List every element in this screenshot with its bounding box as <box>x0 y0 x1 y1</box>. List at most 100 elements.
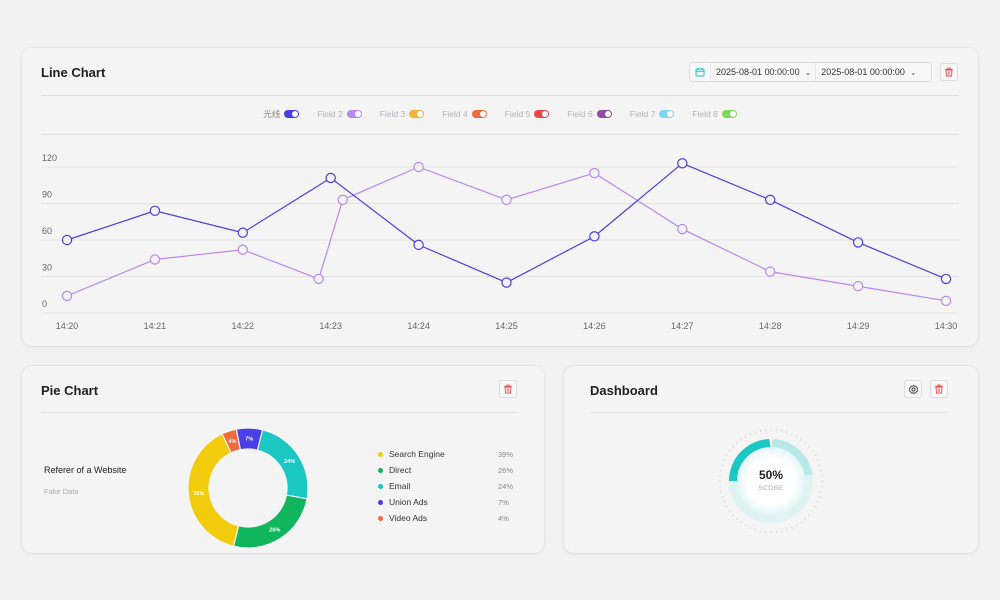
legend-toggle-4[interactable]: Field 4 <box>442 108 487 120</box>
toggle-switch[interactable] <box>409 110 425 118</box>
gauge-tick <box>795 524 798 527</box>
legend-name: Search Engine <box>389 449 445 459</box>
gauge-tick <box>818 464 822 466</box>
pie-slice-direct[interactable] <box>232 494 308 549</box>
pie-slice-email[interactable] <box>256 429 309 500</box>
pie-legend-item[interactable]: Search Engine 39% <box>378 446 518 462</box>
line-legend-divider <box>41 134 959 135</box>
legend-dot <box>378 451 383 457</box>
gauge-tick <box>728 510 731 513</box>
pie-legend-item[interactable]: Union Ads 7% <box>378 494 518 510</box>
legend-label: Field 7 <box>629 109 656 119</box>
gauge-tick <box>749 526 752 530</box>
gauge-tick <box>816 459 820 462</box>
gauge-tick <box>725 505 728 508</box>
legend-label: 光线 <box>263 109 281 119</box>
calendar-icon[interactable] <box>690 63 711 81</box>
toggle-switch[interactable] <box>534 110 550 118</box>
gauge-tick <box>790 432 793 436</box>
legend-percent: 39% <box>498 449 514 459</box>
pie-chart-heading: Referer of a Website <box>44 465 127 475</box>
gauge-tick <box>728 449 731 452</box>
legend-dot <box>378 483 383 489</box>
legend-name: Video Ads <box>389 513 428 523</box>
dashboard-settings-button[interactable] <box>904 380 922 398</box>
gauge-tick <box>807 445 811 448</box>
legend-toggle-8[interactable]: Field 8 <box>692 108 737 120</box>
pie-legend-item[interactable]: Video Ads 4% <box>378 510 518 526</box>
toggle-switch[interactable] <box>346 110 362 118</box>
score-gauge <box>718 428 824 534</box>
trash-icon <box>945 67 953 77</box>
line-delete-button[interactable] <box>940 63 958 81</box>
legend-label: Field 3 <box>379 109 406 119</box>
gauge-tick <box>754 430 756 434</box>
line-chart-card <box>22 48 978 346</box>
pie-legend-item[interactable]: Email 24% <box>378 478 518 494</box>
start-date-select[interactable]: 2025-08-01 00:00:00 ⌄ <box>711 63 815 81</box>
gauge-tick <box>804 517 807 521</box>
pie-slice-label: 4% <box>228 439 236 445</box>
gauge-tick <box>819 491 823 493</box>
pie-slice-label: 39% <box>193 491 204 497</box>
pie-chart-title: Pie Chart <box>41 383 99 398</box>
legend-percent: 24% <box>498 481 514 491</box>
gauge-tick <box>795 435 798 438</box>
gear-icon <box>908 384 918 394</box>
toggle-switch[interactable] <box>721 110 737 118</box>
gauge-tick <box>818 496 822 498</box>
line-chart-title: Line Chart <box>41 65 106 80</box>
gauge-tick <box>719 469 723 471</box>
legend-percent: 26% <box>498 465 514 475</box>
gauge-tick <box>786 528 788 532</box>
gauge-tick <box>781 429 783 433</box>
pie-legend: Search Engine 39% Direct 26% Email 24% Union A… <box>378 446 518 526</box>
pie-legend-item[interactable]: Direct 26% <box>378 462 518 478</box>
legend-toggle-1[interactable]: 光线 <box>263 108 300 120</box>
gauge-tick <box>781 529 783 533</box>
gauge-value: 50% <box>758 468 784 482</box>
legend-label: Field 5 <box>504 109 531 119</box>
gauge-tick <box>719 491 723 493</box>
gauge-tick <box>790 526 793 530</box>
gauge-tick <box>720 496 724 498</box>
gauge-tick <box>722 459 726 462</box>
dashboard-delete-button[interactable] <box>930 380 948 398</box>
legend-dot <box>378 515 383 521</box>
gauge-tick <box>739 438 742 441</box>
gauge-face <box>729 439 813 523</box>
legend-name: Email <box>389 481 411 491</box>
legend-dot <box>378 467 383 473</box>
gauge-tick <box>759 529 761 533</box>
legend-toggle-6[interactable]: Field 6 <box>567 108 612 120</box>
pie-slice-label: 24% <box>284 459 295 465</box>
gauge-tick <box>819 469 823 471</box>
gauge-tick <box>744 435 747 438</box>
pie-chart-plot: 24% 26% 39% 4% 7% <box>187 427 309 549</box>
toggle-switch[interactable] <box>659 110 675 118</box>
gauge-tick <box>731 445 735 448</box>
toggle-switch[interactable] <box>596 110 612 118</box>
toggle-switch[interactable] <box>284 110 300 118</box>
gauge-tick <box>725 454 728 457</box>
legend-toggle-5[interactable]: Field 5 <box>505 108 550 120</box>
pie-slice-union-ads[interactable] <box>235 427 264 451</box>
date-range-picker[interactable]: 2025-08-01 00:00:00 ⌄ 2025-08-01 00:00:0… <box>689 62 932 82</box>
pie-delete-button[interactable] <box>499 380 517 398</box>
gauge-tick <box>804 441 807 445</box>
end-date-select[interactable]: 2025-08-01 00:00:00 ⌄ <box>815 63 920 81</box>
legend-label: Field 2 <box>317 109 343 119</box>
legend-label: Field 4 <box>442 109 468 119</box>
legend-label: Field 8 <box>692 109 718 119</box>
legend-toggle-3[interactable]: Field 3 <box>380 108 425 120</box>
gauge-tick <box>811 510 814 513</box>
toggle-switch[interactable] <box>471 110 487 118</box>
legend-name: Direct <box>389 465 412 475</box>
legend-toggle-7[interactable]: Field 7 <box>630 108 675 120</box>
line-card-divider <box>41 95 959 96</box>
chevron-down-icon: ⌄ <box>804 67 812 77</box>
legend-toggle-2[interactable]: Field 2 <box>317 108 362 120</box>
pie-slice-label: 26% <box>269 528 280 534</box>
dashboard-title: Dashboard <box>590 383 658 398</box>
gauge-tick <box>735 441 738 445</box>
